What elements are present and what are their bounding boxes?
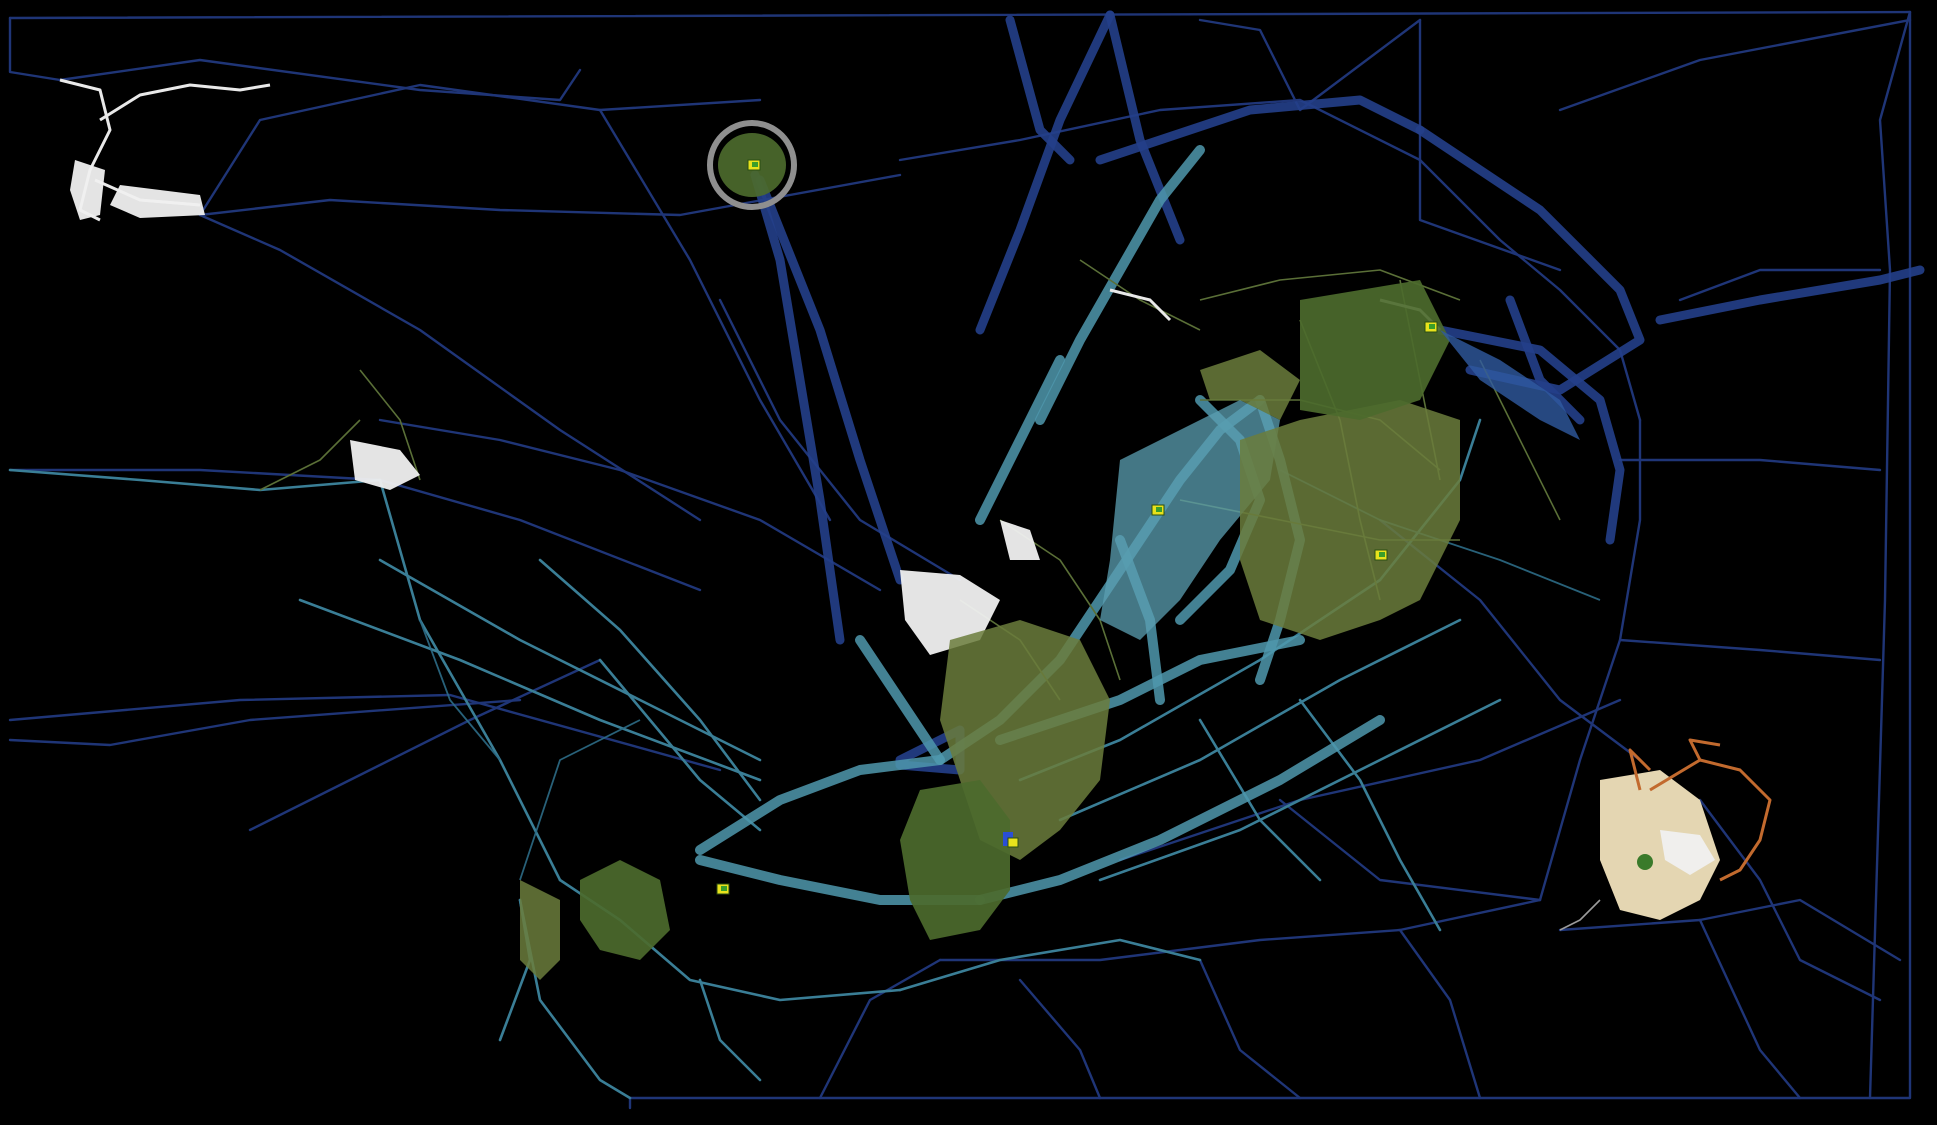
waypoint-markers (716, 159, 1438, 895)
marker-southern-peninsula[interactable] (1003, 832, 1019, 848)
central-continent (520, 280, 1580, 980)
marker-central-lake[interactable] (1151, 504, 1165, 516)
marker-north-east[interactable] (1424, 321, 1438, 333)
marker-south-west[interactable] (716, 883, 730, 895)
desert-region (1559, 738, 1772, 931)
marker-east-lake[interactable] (1374, 549, 1388, 561)
marker-north-island[interactable] (747, 159, 761, 171)
deep-sea-routes (8, 10, 1912, 1110)
